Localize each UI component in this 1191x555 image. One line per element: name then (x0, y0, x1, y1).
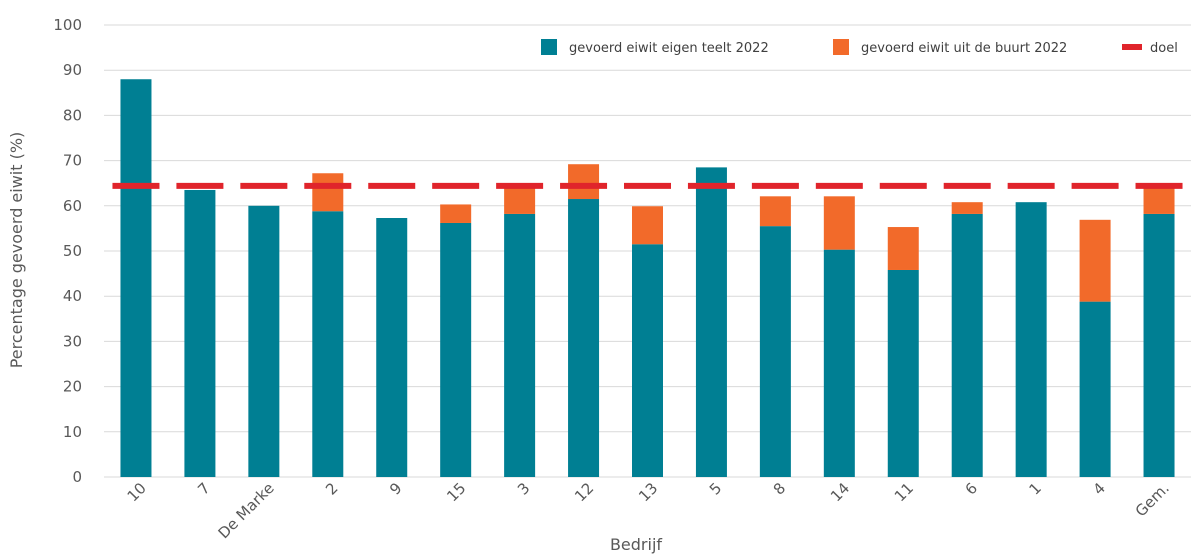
bar-eigen-teelt (120, 79, 152, 478)
bar-eigen-teelt (568, 199, 600, 477)
y-tick-label: 90 (63, 61, 82, 79)
bar-uit-de-buurt (440, 204, 472, 223)
x-tick-label: 14 (827, 479, 853, 505)
bar-eigen-teelt (248, 205, 280, 478)
bar-uit-de-buurt (1143, 187, 1175, 214)
legend-swatch (833, 39, 849, 55)
bar-uit-de-buurt (823, 196, 855, 250)
y-axis-ticks: 0 10 20 30 40 50 60 70 80 90 100 (53, 16, 82, 486)
bar-eigen-teelt (1143, 213, 1175, 477)
legend: gevoerd eiwit eigen teelt 2022 gevoerd ei… (541, 39, 1178, 56)
x-tick-label: 8 (770, 479, 789, 498)
x-tick-label: 13 (635, 479, 661, 505)
x-tick-label: 9 (386, 479, 405, 498)
bar-uit-de-buurt (887, 227, 919, 270)
legend-label: gevoerd eiwit eigen teelt 2022 (569, 41, 769, 56)
y-tick-label: 80 (63, 106, 82, 124)
x-tick-label: 11 (891, 479, 917, 505)
bar-eigen-teelt (312, 211, 344, 477)
x-tick-label: 6 (962, 479, 981, 498)
legend-label: doel (1150, 41, 1178, 56)
x-axis-ticks: 10 7 De Marke 2 9 15 3 12 13 5 8 14 11 6 1 4 Gem. (124, 479, 1173, 542)
legend-label: gevoerd eiwit uit de buurt 2022 (861, 41, 1067, 56)
bar-eigen-teelt (695, 167, 727, 477)
x-tick-label: 2 (322, 479, 341, 498)
x-tick-label: 3 (514, 479, 533, 498)
bar-eigen-teelt (1015, 202, 1047, 477)
bars (120, 79, 1175, 478)
y-tick-label: 20 (63, 378, 82, 396)
y-tick-label: 0 (72, 468, 82, 486)
y-tick-label: 10 (63, 423, 82, 441)
x-tick-label: 4 (1089, 479, 1108, 498)
bar-eigen-teelt (376, 218, 408, 477)
y-tick-label: 60 (63, 197, 82, 215)
x-tick-label: 10 (124, 479, 150, 505)
bar-uit-de-buurt (312, 173, 344, 212)
bar-eigen-teelt (504, 213, 536, 477)
bar-eigen-teelt (632, 244, 663, 477)
x-tick-label: 1 (1025, 479, 1044, 498)
y-tick-label: 40 (63, 287, 82, 305)
bar-eigen-teelt (1079, 301, 1111, 477)
legend-swatch (541, 39, 557, 55)
bar-uit-de-buurt (632, 206, 663, 245)
x-tick-label: 15 (443, 479, 469, 505)
y-tick-label: 100 (53, 16, 82, 34)
bar-uit-de-buurt (504, 186, 536, 214)
x-tick-label: 12 (571, 479, 597, 505)
x-axis-title: Bedrijf (610, 535, 662, 554)
bar-eigen-teelt (887, 269, 919, 477)
bar-uit-de-buurt (951, 202, 983, 214)
bar-eigen-teelt (440, 222, 472, 477)
y-axis-title: Percentage gevoerd eiwit (%) (7, 132, 26, 369)
x-tick-label: 5 (706, 479, 725, 498)
x-tick-label: 7 (194, 479, 213, 498)
bar-eigen-teelt (184, 189, 216, 478)
bar-eigen-teelt (823, 249, 855, 477)
bar-uit-de-buurt (759, 196, 791, 227)
bar-eigen-teelt (759, 226, 791, 477)
x-tick-label: De Marke (215, 479, 278, 542)
y-tick-label: 30 (63, 332, 82, 350)
x-tick-label: Gem. (1132, 479, 1173, 520)
bar-eigen-teelt (951, 213, 983, 477)
bar-uit-de-buurt (568, 164, 600, 200)
y-tick-label: 50 (63, 242, 82, 260)
y-tick-label: 70 (63, 152, 82, 170)
bar-uit-de-buurt (1079, 219, 1111, 302)
